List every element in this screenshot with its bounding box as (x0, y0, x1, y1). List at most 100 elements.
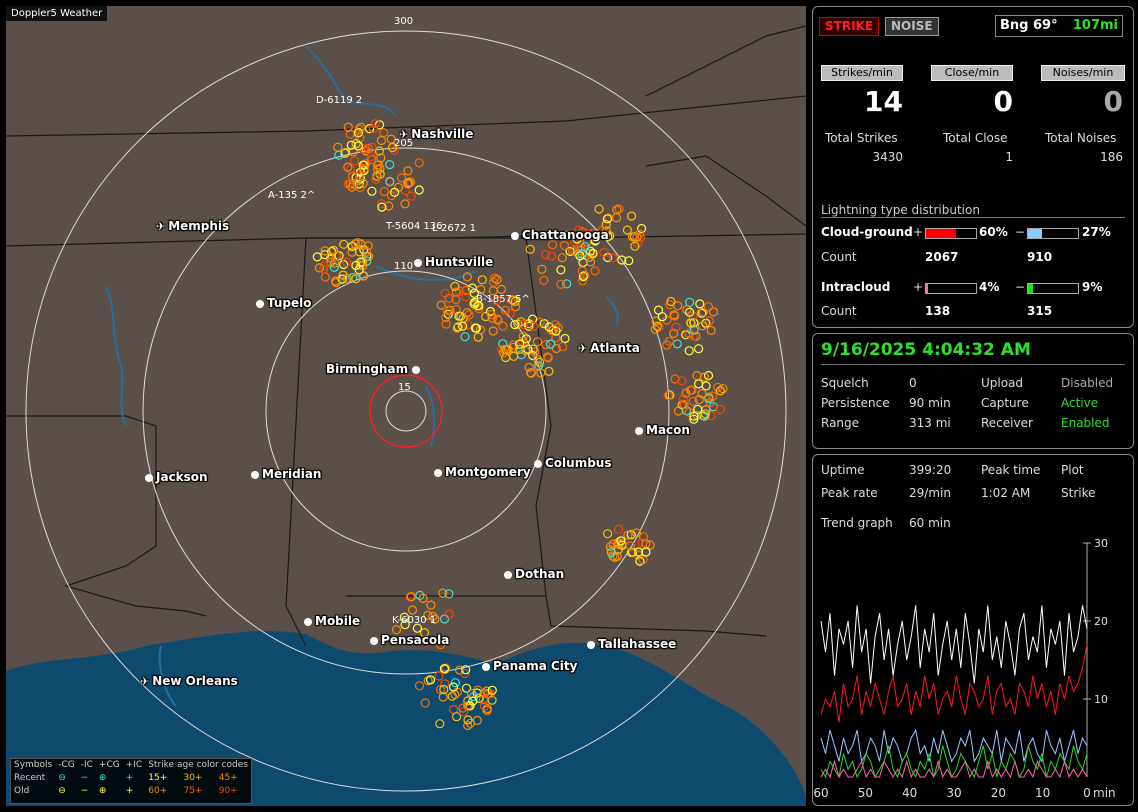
strike-marker (459, 707, 469, 717)
strike-marker (508, 295, 518, 305)
strike-marker (594, 204, 604, 214)
strike-marker (705, 397, 715, 408)
total-strikes-value: 3430 (872, 150, 903, 164)
city-dot-icon (635, 427, 643, 435)
strike-marker (423, 610, 433, 621)
strike-marker (689, 325, 699, 335)
strike-marker (496, 284, 506, 294)
strike-marker (578, 227, 588, 237)
strike-marker (630, 241, 640, 251)
strike-marker (374, 146, 384, 156)
strike-marker (534, 357, 545, 367)
strike-marker (412, 623, 422, 633)
receiver-value: Enabled (1061, 416, 1110, 430)
strike-marker (453, 322, 463, 332)
strike-marker (388, 142, 398, 153)
strike-marker (343, 122, 353, 132)
strike-marker (706, 325, 716, 335)
strike-marker (354, 124, 364, 134)
strike-marker (650, 324, 660, 334)
lightning-map[interactable]: Doppler5 Weather 300 205 110 15 D-6119 2… (6, 6, 806, 806)
strike-marker (452, 712, 462, 722)
cg-negative-pct: 27% (1082, 225, 1111, 239)
strike-marker (634, 229, 645, 239)
trend-series-line (820, 728, 1088, 763)
city-dot-icon (145, 474, 153, 482)
strike-marker (458, 321, 468, 331)
strike-marker (478, 695, 488, 705)
strike-marker (688, 331, 699, 341)
city-mobile: Mobile (304, 614, 360, 628)
close-rate-button[interactable]: Close/min (931, 65, 1013, 81)
distribution-title: Lightning type distribution (821, 203, 1125, 218)
strike-marker (414, 158, 424, 168)
noise-tab[interactable]: NOISE (885, 17, 939, 36)
strike-marker (625, 541, 636, 551)
ic-count-label: Count (821, 304, 857, 318)
settings-panel: 9/16/2025 4:04:32 AM Squelch 0 Persisten… (812, 333, 1134, 449)
strike-marker (605, 231, 615, 241)
noise-rate-button[interactable]: Noises/min (1041, 65, 1125, 81)
strike-marker (693, 404, 703, 414)
strike-marker (525, 244, 535, 254)
strike-marker (547, 240, 558, 250)
strike-marker (463, 720, 473, 731)
strike-marker (602, 529, 613, 539)
legend-symbol: ⊕ (98, 773, 107, 783)
strike-marker (331, 276, 341, 286)
strike-marker (532, 362, 543, 372)
strike-marker (585, 246, 595, 256)
strike-marker (575, 251, 585, 261)
close-rate-value: 0 (993, 85, 1013, 118)
strike-tab[interactable]: STRIKE (819, 17, 880, 36)
storm-label: A-135 2^ (268, 190, 316, 201)
strike-marker (518, 331, 528, 341)
legend-symbol: ⊖ (58, 773, 66, 783)
legend-age: 90+ (218, 786, 238, 796)
strike-marker (425, 675, 436, 685)
strike-marker (681, 388, 691, 398)
strike-marker (697, 308, 707, 318)
strike-marker (420, 698, 430, 708)
y-tick-label: 30 (1094, 537, 1108, 550)
strike-marker (638, 554, 648, 565)
strikes-rate-button[interactable]: Strikes/min (821, 65, 903, 81)
strike-marker (414, 681, 425, 691)
upload-label: Upload (981, 376, 1024, 390)
strike-marker (551, 326, 561, 336)
strike-marker (355, 133, 365, 143)
strike-marker (540, 250, 551, 260)
strike-marker (475, 325, 485, 335)
x-tick-label: 40 (902, 786, 917, 800)
strike-marker (599, 248, 609, 258)
strike-marker (626, 547, 636, 558)
strike-marker (400, 199, 410, 209)
strike-marker (718, 384, 728, 394)
city-dot-icon (482, 663, 490, 671)
datetime: 9/16/2025 4:04:32 AM (821, 340, 1031, 360)
strike-marker (626, 530, 636, 540)
map-canvas[interactable] (6, 6, 806, 806)
strike-marker (312, 252, 322, 262)
plot-value[interactable]: Strike (1061, 486, 1096, 500)
squelch-label: Squelch (821, 376, 869, 390)
strike-marker (329, 262, 339, 272)
city-montgomery: Montgomery (434, 465, 531, 479)
legend-col: -CG (58, 760, 75, 770)
trend-graph-label: Trend graph (821, 516, 893, 530)
strike-marker (490, 273, 500, 283)
legend-age: 30+ (183, 773, 203, 783)
city-dot-icon (412, 366, 421, 374)
legend-age: 15+ (148, 773, 168, 783)
strike-marker (637, 538, 647, 548)
strike-marker (693, 344, 704, 354)
ic-positive-fill (926, 284, 928, 293)
strike-marker (611, 213, 622, 223)
strike-marker (314, 263, 325, 273)
strike-marker (488, 326, 498, 336)
strike-marker (346, 140, 356, 150)
strike-marker (390, 187, 400, 197)
city-pensacola: Pensacola (370, 633, 449, 647)
strike-markers (312, 119, 728, 731)
strike-marker (585, 257, 596, 267)
